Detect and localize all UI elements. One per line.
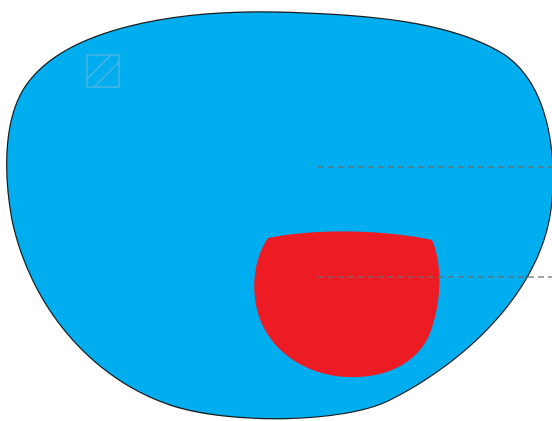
- lens-outline: [6, 11, 552, 420]
- lens-engraving-logo: [86, 54, 120, 88]
- engraving-mark-icon: [86, 54, 120, 88]
- bifocal-segment: [254, 231, 440, 378]
